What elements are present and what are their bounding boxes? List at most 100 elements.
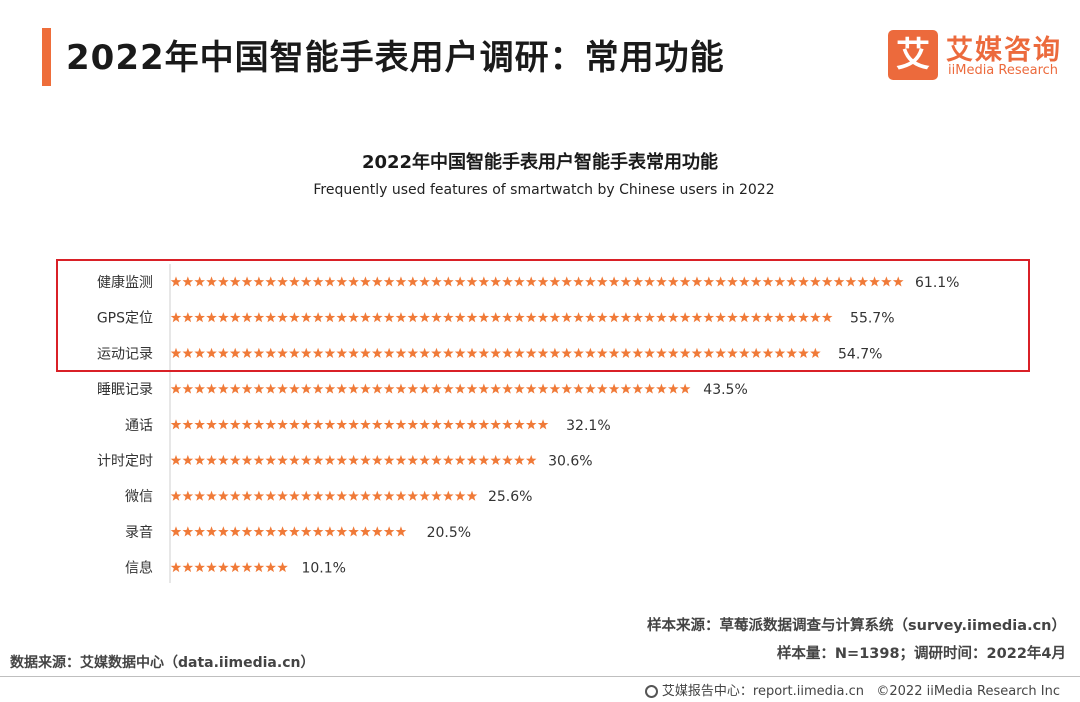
star-icon xyxy=(277,562,288,573)
star-icon xyxy=(419,490,430,501)
star-icon xyxy=(371,454,383,466)
star-icon xyxy=(253,526,265,537)
star-icon xyxy=(324,490,336,501)
star-icon xyxy=(241,526,253,537)
star-icon xyxy=(182,454,194,466)
star-icon xyxy=(514,454,525,466)
star-icon xyxy=(277,454,288,466)
star-icon xyxy=(182,562,194,573)
star-icon xyxy=(253,383,265,394)
star-icon xyxy=(324,419,336,430)
star-icon xyxy=(170,490,182,501)
star-icon xyxy=(514,419,525,430)
bar-row: 微信 25.6% xyxy=(125,489,532,505)
sample-info: 样本来源：草莓派数据调查与计算系统（survey.iimedia.cn） 样本量… xyxy=(647,614,1066,670)
globe-icon xyxy=(644,685,658,698)
star-icon xyxy=(277,383,288,394)
partial-star-icon xyxy=(691,383,694,394)
star-icon xyxy=(502,383,513,394)
star-icon xyxy=(253,454,265,466)
star-icon xyxy=(537,383,549,394)
star-icon xyxy=(218,562,229,573)
star-icon xyxy=(407,490,419,501)
star-icon xyxy=(573,383,584,394)
star-icon xyxy=(300,526,312,537)
star-icon xyxy=(348,490,359,501)
bar-row: 通话 32.1% xyxy=(125,418,611,434)
star-icon xyxy=(182,526,194,537)
star-icon xyxy=(324,526,336,537)
highlight-box xyxy=(56,259,1030,372)
star-icon xyxy=(194,383,205,394)
value-label: 30.6% xyxy=(548,454,592,470)
value-label: 10.1% xyxy=(301,561,345,577)
logo-cn-text: 艾媒咨询 xyxy=(946,35,1062,66)
star-icon xyxy=(443,383,454,394)
star-icon xyxy=(667,383,679,394)
value-label: 55.7% xyxy=(850,311,894,327)
star-icon xyxy=(490,383,501,394)
star-icon xyxy=(679,383,691,394)
star-icon xyxy=(253,562,265,573)
star-icon xyxy=(182,419,194,430)
star-icon xyxy=(241,490,253,501)
star-icon xyxy=(383,490,395,501)
copyright-text: ©2022 iiMedia Research Inc xyxy=(876,684,1060,699)
star-icon xyxy=(502,419,513,430)
star-icon xyxy=(277,526,288,537)
category-label: GPS定位 xyxy=(97,311,153,327)
copyright-line: 艾媒报告中心：report.iimedia.cn ©2022 iiMedia R… xyxy=(644,680,1060,699)
star-icon xyxy=(206,490,217,501)
value-label: 25.6% xyxy=(488,489,532,505)
category-label: 运动记录 xyxy=(97,346,153,362)
footer-divider xyxy=(0,676,1080,677)
star-icon xyxy=(360,490,371,501)
star-icon xyxy=(443,490,454,501)
star-icon xyxy=(324,454,336,466)
star-icon xyxy=(395,490,407,501)
star-icon xyxy=(443,419,454,430)
value-label: 54.7% xyxy=(838,346,882,362)
star-icon xyxy=(312,526,324,537)
star-icon xyxy=(229,490,241,501)
star-icon xyxy=(561,383,573,394)
star-icon xyxy=(241,454,253,466)
star-icon xyxy=(395,526,407,537)
star-bar xyxy=(170,383,694,394)
bar-row: 录音 20.5% xyxy=(125,524,471,541)
partial-star-icon xyxy=(537,454,539,466)
category-label: 睡眠记录 xyxy=(97,382,153,398)
star-icon xyxy=(514,383,525,394)
star-icon xyxy=(348,419,359,430)
star-icon xyxy=(360,383,371,394)
star-icon xyxy=(454,419,466,430)
star-icon xyxy=(371,526,383,537)
star-icon xyxy=(194,490,205,501)
partial-star-icon xyxy=(289,562,292,573)
star-icon xyxy=(300,454,312,466)
star-icon xyxy=(596,383,608,394)
star-icon xyxy=(300,419,312,430)
star-icon xyxy=(300,383,312,394)
category-label: 通话 xyxy=(125,418,153,434)
star-icon xyxy=(478,419,490,430)
star-icon xyxy=(644,383,655,394)
star-icon xyxy=(289,454,300,466)
value-label: 43.5% xyxy=(703,382,747,398)
category-label: 信息 xyxy=(125,560,153,577)
page-title: 2022年中国智能手表用户调研：常用功能 xyxy=(66,38,725,78)
star-icon xyxy=(241,419,253,430)
star-icon xyxy=(265,526,277,537)
star-icon xyxy=(466,419,478,430)
star-bar xyxy=(170,490,478,501)
category-label: 计时定时 xyxy=(97,454,153,470)
star-icon xyxy=(229,526,241,537)
star-icon xyxy=(324,383,336,394)
star-icon xyxy=(218,526,229,537)
value-label: 20.5% xyxy=(427,525,471,541)
star-icon xyxy=(229,383,241,394)
star-icon xyxy=(383,419,395,430)
star-icon xyxy=(182,383,194,394)
star-icon xyxy=(336,383,348,394)
logo-en-text: iiMedia Research xyxy=(948,63,1059,78)
